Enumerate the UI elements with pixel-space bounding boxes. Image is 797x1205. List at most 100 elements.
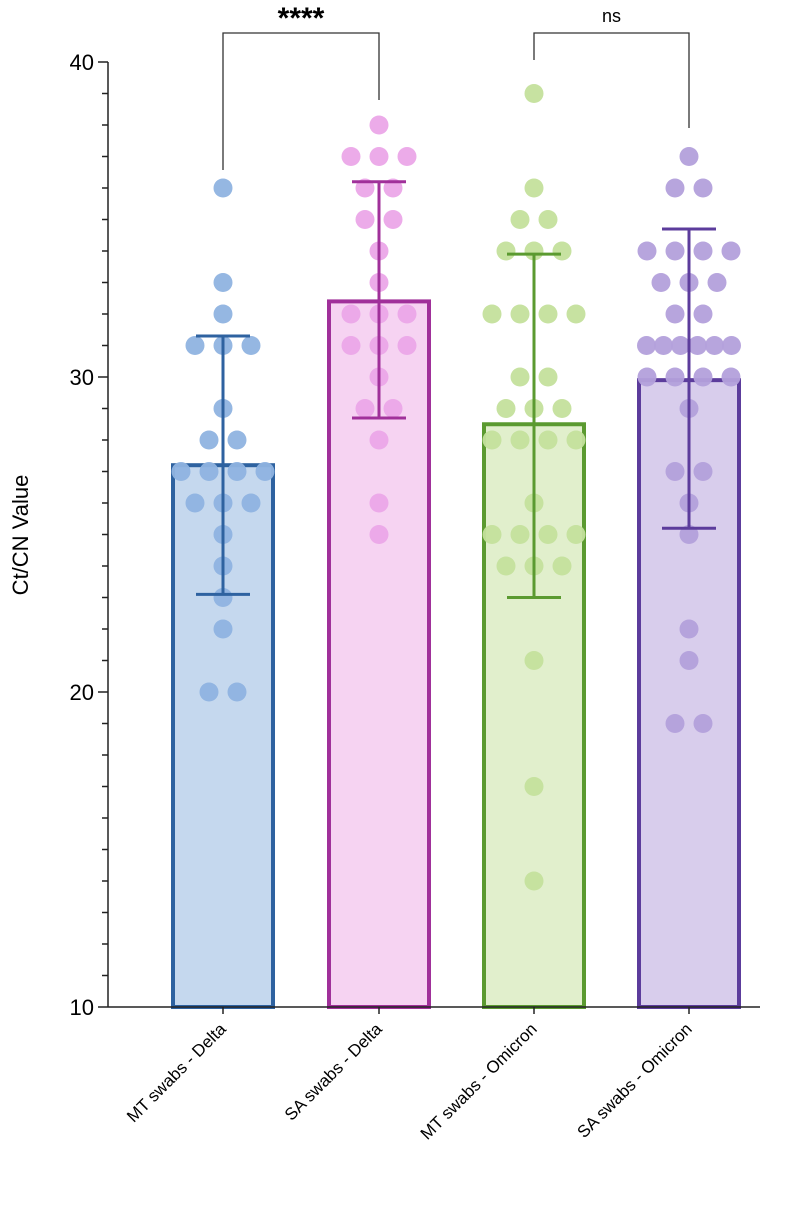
data-point bbox=[185, 336, 205, 355]
data-point bbox=[524, 651, 544, 670]
data-point bbox=[693, 462, 713, 481]
data-point bbox=[213, 273, 233, 292]
data-point bbox=[482, 430, 502, 450]
data-point bbox=[199, 682, 219, 702]
data-point bbox=[693, 714, 713, 733]
data-point bbox=[355, 399, 375, 418]
data-point bbox=[524, 871, 544, 891]
data-point bbox=[538, 367, 558, 387]
data-point bbox=[397, 336, 417, 355]
significance-bracket bbox=[533, 32, 690, 128]
data-point bbox=[355, 210, 375, 229]
data-point bbox=[213, 619, 233, 639]
data-point bbox=[524, 84, 544, 103]
significance-label: ns bbox=[602, 6, 621, 26]
y-axis-label: Ct/CN Value bbox=[8, 475, 33, 596]
y-tick-label: 30 bbox=[70, 365, 94, 390]
data-point bbox=[199, 430, 219, 450]
data-point bbox=[721, 241, 741, 261]
data-point bbox=[654, 336, 673, 355]
x-tick-label: SA swabs - Omicron bbox=[573, 1019, 695, 1141]
data-point bbox=[552, 556, 572, 576]
data-point bbox=[510, 304, 530, 324]
series-group bbox=[637, 147, 741, 1009]
data-point bbox=[227, 430, 247, 450]
data-point bbox=[693, 241, 713, 261]
data-point bbox=[496, 556, 516, 576]
data-point bbox=[482, 525, 502, 544]
data-point bbox=[397, 304, 417, 324]
data-point bbox=[510, 525, 530, 544]
data-point bbox=[341, 147, 361, 166]
data-point bbox=[241, 336, 261, 355]
data-point bbox=[671, 336, 690, 355]
series-group bbox=[171, 178, 275, 1009]
data-point bbox=[524, 178, 544, 198]
data-point bbox=[397, 147, 417, 166]
significance-bracket bbox=[222, 32, 380, 170]
data-point bbox=[693, 178, 713, 198]
data-point bbox=[510, 430, 530, 450]
data-point bbox=[383, 399, 403, 418]
data-point bbox=[510, 210, 530, 229]
data-point bbox=[355, 178, 375, 198]
data-point bbox=[688, 336, 707, 355]
data-point bbox=[651, 273, 671, 292]
data-point bbox=[705, 336, 724, 355]
data-point bbox=[637, 367, 657, 387]
data-point bbox=[369, 430, 389, 450]
data-point bbox=[199, 462, 219, 481]
data-point bbox=[496, 399, 516, 418]
data-point bbox=[665, 178, 685, 198]
y-tick-label: 10 bbox=[70, 995, 94, 1020]
data-point bbox=[637, 241, 657, 261]
data-point bbox=[255, 462, 275, 481]
data-point bbox=[369, 115, 389, 135]
y-tick-label: 40 bbox=[70, 50, 94, 75]
data-point bbox=[566, 430, 586, 450]
data-point bbox=[341, 336, 361, 355]
data-point bbox=[185, 493, 205, 513]
data-point bbox=[679, 147, 699, 166]
data-point bbox=[213, 178, 233, 198]
data-point bbox=[369, 147, 389, 166]
data-point bbox=[538, 210, 558, 229]
data-point bbox=[693, 367, 713, 387]
x-tick-label: MT swabs - Omicron bbox=[417, 1019, 541, 1143]
data-point bbox=[213, 588, 233, 607]
data-point bbox=[679, 619, 699, 639]
series-group bbox=[482, 84, 586, 1009]
data-point bbox=[679, 651, 699, 670]
data-point bbox=[482, 304, 502, 324]
data-point bbox=[213, 304, 233, 324]
data-point bbox=[524, 241, 544, 261]
data-point bbox=[707, 273, 727, 292]
data-point bbox=[496, 241, 516, 261]
data-point bbox=[510, 367, 530, 387]
data-point bbox=[566, 525, 586, 544]
data-point bbox=[227, 462, 247, 481]
data-point bbox=[538, 304, 558, 324]
x-tick-label: MT swabs - Delta bbox=[123, 1019, 230, 1126]
data-point bbox=[665, 304, 685, 324]
data-point bbox=[171, 462, 191, 481]
data-point bbox=[369, 525, 389, 544]
data-point bbox=[369, 493, 389, 513]
data-point bbox=[552, 399, 572, 418]
data-point bbox=[552, 241, 572, 261]
data-point bbox=[566, 304, 586, 324]
series-group bbox=[327, 115, 431, 1009]
significance-label: **** bbox=[278, 2, 325, 35]
data-point bbox=[722, 336, 741, 355]
y-tick-label: 20 bbox=[70, 680, 94, 705]
data-point bbox=[693, 304, 713, 324]
data-point bbox=[665, 367, 685, 387]
data-point bbox=[665, 462, 685, 481]
data-point bbox=[227, 682, 247, 702]
data-point bbox=[241, 493, 261, 513]
data-point bbox=[679, 525, 699, 544]
data-point bbox=[341, 304, 361, 324]
data-point bbox=[538, 525, 558, 544]
data-point bbox=[665, 714, 685, 733]
